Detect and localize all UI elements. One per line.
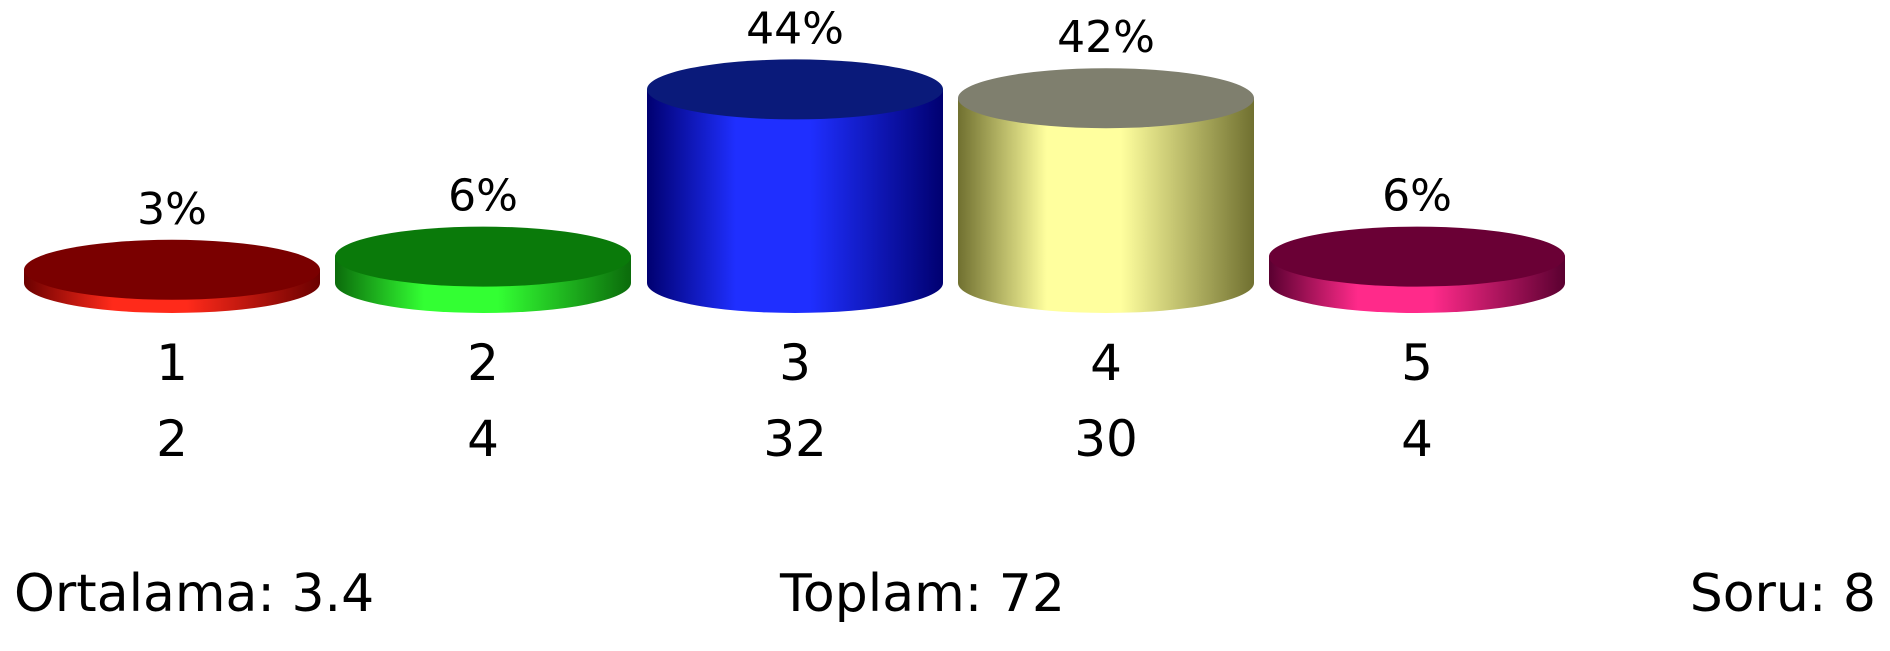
count-label: 32 — [763, 410, 827, 468]
average-stat: Ortalama: 3.4 — [14, 568, 374, 620]
bar-side-4 — [958, 98, 1254, 313]
percent-label: 44% — [746, 3, 844, 54]
count-label: 2 — [156, 410, 188, 468]
category-label: 3 — [779, 334, 811, 392]
bar-top-5 — [1269, 226, 1565, 287]
questions-value: 8 — [1842, 564, 1876, 624]
bar-top-2 — [335, 226, 631, 287]
bar-4 — [958, 68, 1254, 313]
count-labels-group: 2 4 32 30 4 — [156, 410, 1433, 468]
bar-top-1 — [24, 239, 320, 300]
bar-side-3 — [647, 89, 943, 314]
bar-top-3 — [647, 59, 943, 120]
count-label: 4 — [467, 410, 499, 468]
bar-3 — [647, 59, 943, 314]
bar-5 — [1269, 226, 1565, 313]
percent-labels-group: 3% 6% 44% 42% 6% — [137, 3, 1452, 234]
questions-label: Soru: — [1689, 564, 1827, 624]
total-label: Toplam: — [780, 564, 983, 624]
category-labels-group: 1 2 3 4 5 — [156, 334, 1433, 392]
category-label: 1 — [156, 334, 188, 392]
average-value: 3.4 — [291, 564, 375, 624]
questions-stat: Soru: 8 — [1690, 568, 1876, 620]
bars-group — [24, 59, 1565, 314]
category-label: 2 — [467, 334, 499, 392]
count-label: 30 — [1074, 410, 1138, 468]
average-label: Ortalama: — [14, 564, 275, 624]
percent-label: 42% — [1057, 12, 1155, 63]
category-label: 4 — [1090, 334, 1122, 392]
count-label: 4 — [1401, 410, 1433, 468]
bar-2 — [335, 226, 631, 313]
category-label: 5 — [1401, 334, 1433, 392]
total-value: 72 — [998, 564, 1065, 624]
percent-label: 3% — [137, 184, 207, 235]
total-stat: Toplam: 72 — [780, 568, 1065, 620]
bar-1 — [24, 239, 320, 313]
percent-label: 6% — [448, 171, 518, 222]
percent-label: 6% — [1382, 171, 1452, 222]
bar-top-4 — [958, 68, 1254, 129]
